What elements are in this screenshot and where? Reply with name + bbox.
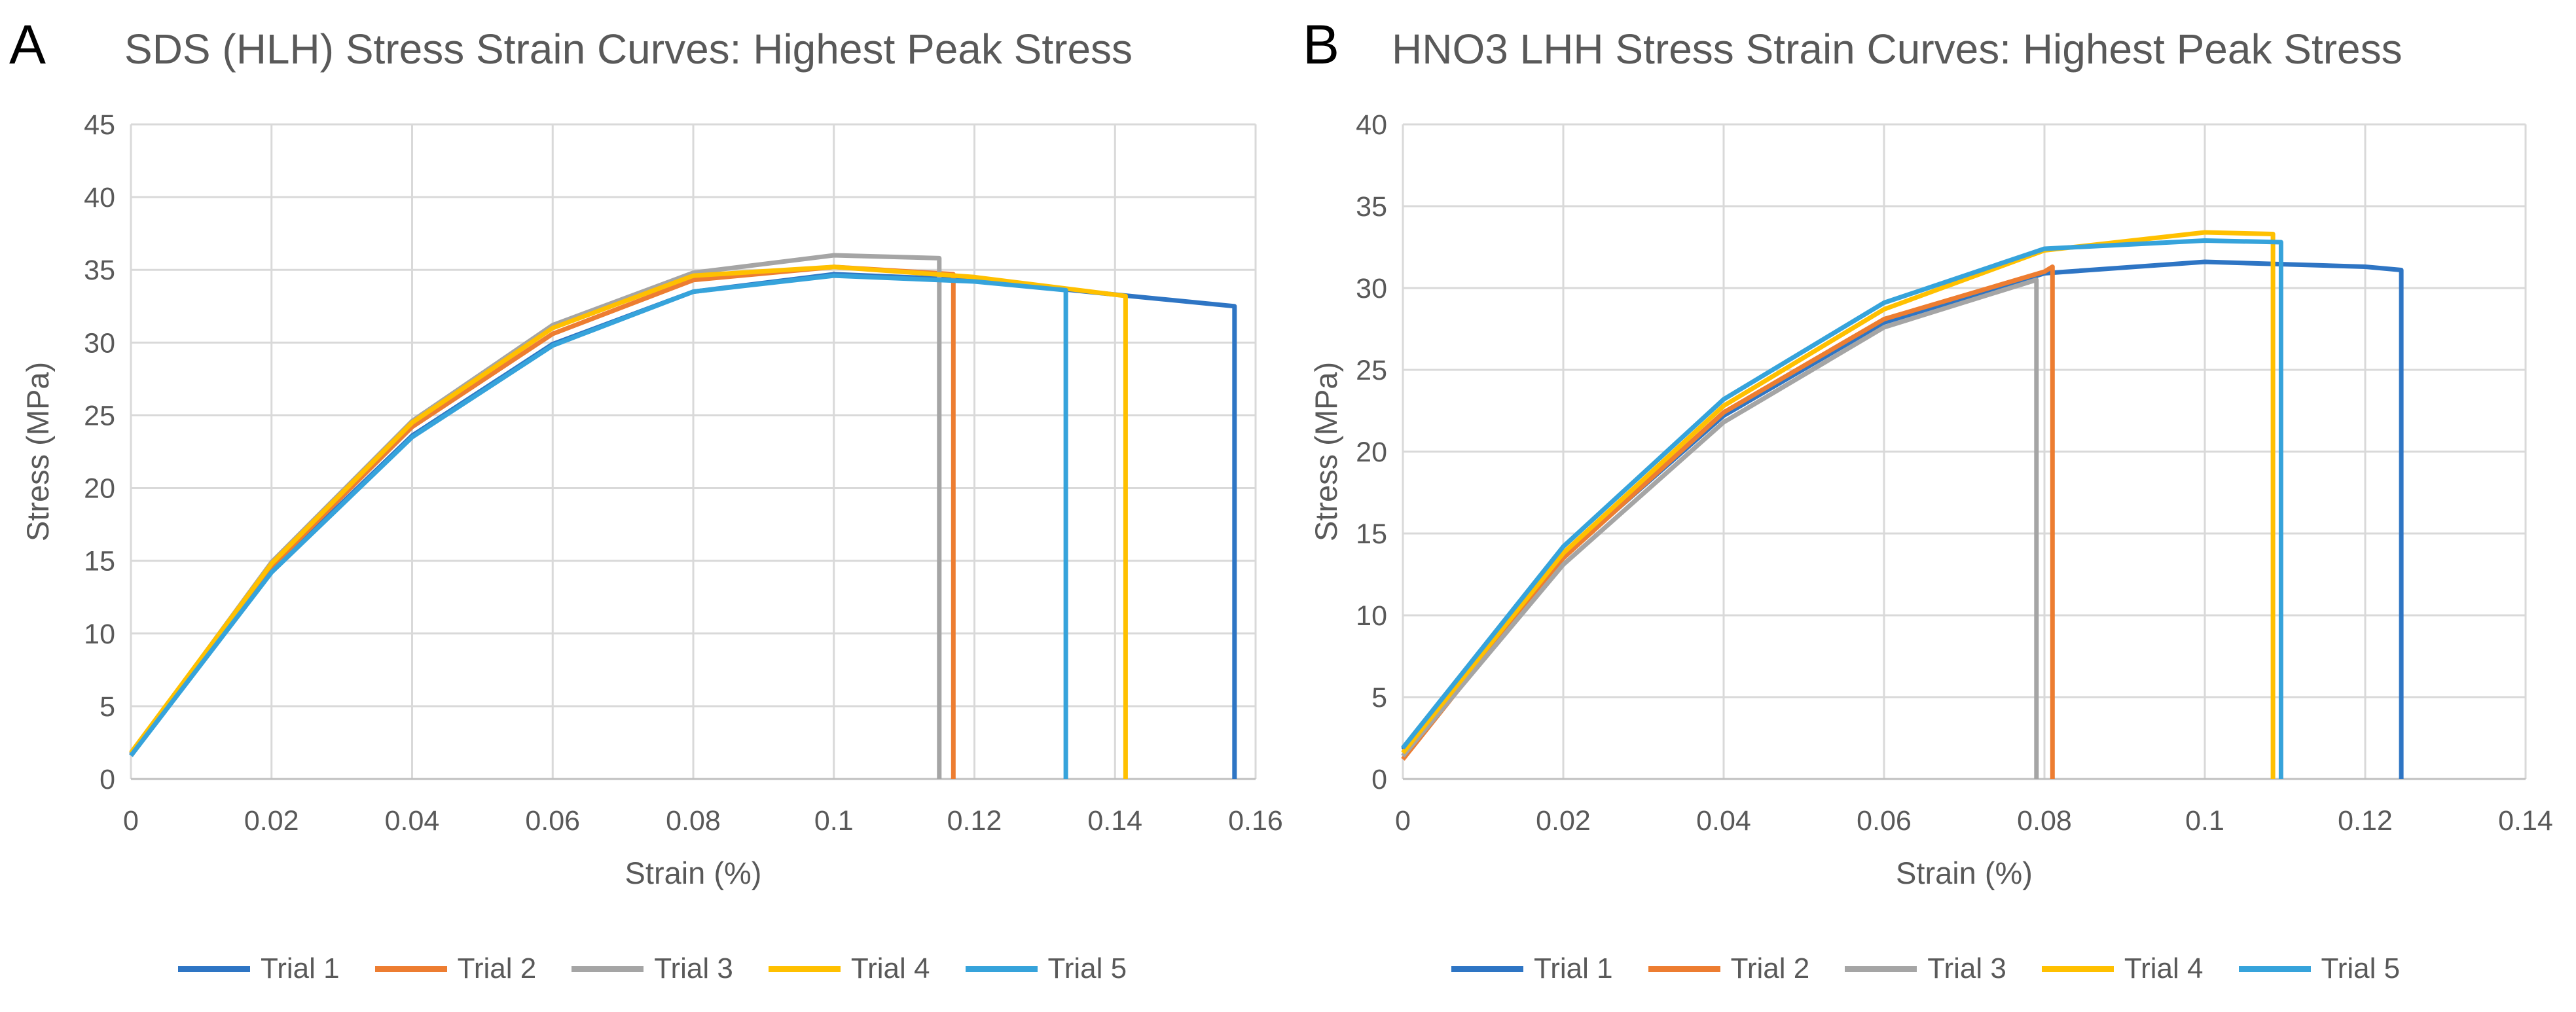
chart-title: SDS (HLH) Stress Strain Curves: Highest … — [124, 26, 1133, 73]
legend-label: Trial 3 — [654, 952, 733, 985]
legend-swatch — [571, 966, 644, 972]
y-tick-label: 5 — [1371, 682, 1387, 714]
x-tick-label: 0 — [123, 805, 139, 837]
y-tick-label: 35 — [84, 255, 115, 286]
legend-item: Trial 5 — [965, 952, 1127, 985]
legend-item: Trial 3 — [571, 952, 733, 985]
y-axis-title: Stress (MPa) — [1309, 362, 1343, 541]
legend-item: Trial 5 — [2238, 952, 2401, 985]
series-line-trial-4 — [1401, 230, 2276, 779]
x-tick-label: 0.12 — [2338, 805, 2393, 837]
y-tick-label: 5 — [100, 691, 115, 723]
legend-item: Trial 2 — [1648, 952, 1810, 985]
chart-legend: Trial 1 Trial 2 Trial 3 Trial 4 Trial 5 — [178, 952, 1127, 985]
legend-item: Trial 4 — [768, 952, 930, 985]
y-tick-label: 15 — [84, 546, 115, 577]
chart-panel-a: A SDS (HLH) Stress Strain Curves: Highes… — [9, 14, 1283, 985]
y-axis-title: Stress (MPa) — [20, 362, 55, 541]
series-line-trial-3 — [1401, 278, 2039, 779]
y-tick-label: 40 — [84, 182, 115, 213]
y-tick-label: 30 — [1356, 273, 1387, 304]
legend-item: Trial 4 — [2041, 952, 2204, 985]
legend-swatch — [178, 966, 250, 972]
y-tick-label: 45 — [84, 109, 115, 141]
legend-label: Trial 4 — [2124, 952, 2204, 985]
series-line-trial-5 — [1401, 238, 2283, 779]
x-tick-label: 0.04 — [1696, 805, 1751, 837]
legend-item: Trial 1 — [1451, 952, 1613, 985]
y-tick-label: 25 — [84, 400, 115, 431]
x-tick-label: 0.08 — [666, 805, 721, 837]
x-tick-label: 0.06 — [1857, 805, 1912, 837]
legend-item: Trial 2 — [374, 952, 537, 985]
legend-swatch — [1845, 966, 1917, 972]
y-tick-label: 30 — [84, 327, 115, 359]
y-tick-label: 20 — [84, 473, 115, 505]
y-tick-label: 35 — [1356, 191, 1387, 223]
x-axis-title: Strain (%) — [1896, 856, 2033, 890]
x-tick-label: 0.06 — [525, 805, 580, 837]
x-tick-label: 0.12 — [947, 805, 1002, 837]
series-line-trial-1 — [129, 272, 1237, 779]
x-tick-label: 0.02 — [244, 805, 299, 837]
chart-plot: 0 5 10 15 20 25 30 35 40 45 0 0.02 0.04 0.06 0.08 0.1 0.… — [20, 109, 1283, 890]
y-tick-label: 10 — [84, 619, 115, 650]
legend-swatch — [2238, 966, 2311, 972]
y-tick-label: 25 — [1356, 355, 1387, 386]
x-tick-label: 0.1 — [2185, 805, 2224, 837]
legend-label: Trial 5 — [2321, 952, 2401, 985]
x-tick-label: 0.14 — [1087, 805, 1142, 837]
legend-label: Trial 2 — [457, 952, 537, 985]
series-line-trial-1 — [1401, 259, 2404, 779]
series-line-trial-2 — [129, 264, 956, 779]
legend-swatch — [2041, 966, 2114, 972]
y-tick-label: 0 — [1371, 764, 1387, 795]
chart-panel-b: B HNO3 LHH Stress Strain Curves: Highest… — [1288, 0, 2576, 1012]
chart-legend: Trial 1 Trial 2 Trial 3 Trial 4 Trial 5 — [1451, 952, 2400, 985]
panel-label: A — [9, 14, 46, 75]
x-axis-title: Strain (%) — [625, 856, 762, 890]
x-tick-label: 0.1 — [814, 805, 854, 837]
series-line-trial-3 — [129, 253, 942, 779]
legend-label: Trial 1 — [261, 952, 340, 985]
y-tick-label: 15 — [1356, 518, 1387, 550]
legend-swatch — [965, 966, 1038, 972]
x-tick-label: 0.14 — [2498, 805, 2553, 837]
legend-label: Trial 5 — [1047, 952, 1127, 985]
y-tick-label: 20 — [1356, 437, 1387, 468]
panel-label: B — [1303, 14, 1340, 75]
chart-title: HNO3 LHH Stress Strain Curves: Highest P… — [1392, 26, 2403, 73]
x-tick-label: 0.16 — [1228, 805, 1283, 837]
legend-label: Trial 4 — [850, 952, 930, 985]
series-line-trial-4 — [129, 264, 1128, 779]
y-tick-label: 0 — [100, 764, 115, 795]
legend-swatch — [768, 966, 841, 972]
y-tick-label: 10 — [1356, 600, 1387, 632]
x-tick-label: 0.04 — [385, 805, 440, 837]
series-line-trial-2 — [1401, 264, 2055, 779]
chart-plot: 0 5 10 15 20 25 30 35 40 0 0.02 0.04 0.06 0.08 0.1 0.12… — [1309, 109, 2553, 890]
y-tick-label: 40 — [1356, 109, 1387, 141]
series-line-trial-5 — [129, 273, 1068, 779]
legend-swatch — [1648, 966, 1720, 972]
legend-swatch — [1451, 966, 1523, 972]
legend-label: Trial 2 — [1730, 952, 1810, 985]
legend-label: Trial 1 — [1534, 952, 1613, 985]
x-tick-label: 0 — [1395, 805, 1411, 837]
x-tick-label: 0.08 — [2017, 805, 2072, 837]
legend-swatch — [374, 966, 447, 972]
legend-label: Trial 3 — [1927, 952, 2006, 985]
legend-item: Trial 3 — [1845, 952, 2006, 985]
x-tick-label: 0.02 — [1536, 805, 1591, 837]
legend-item: Trial 1 — [178, 952, 340, 985]
